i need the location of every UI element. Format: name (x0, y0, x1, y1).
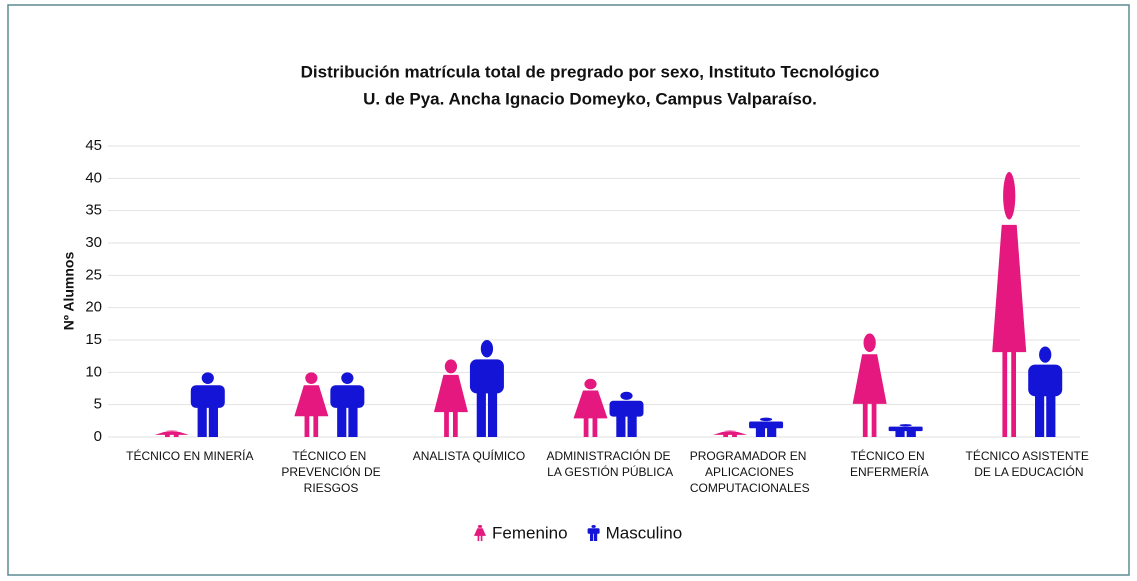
y-tick-label: 0 (94, 428, 102, 445)
icon-leg (478, 535, 480, 541)
chart: Distribución matrícula total de pregrado… (0, 0, 1137, 581)
icon-head (620, 392, 632, 400)
icon-head (166, 431, 178, 432)
icon-body (1028, 365, 1062, 397)
y-tick-label: 20 (85, 299, 102, 316)
y-tick-label: 45 (85, 137, 102, 154)
icon-leg (444, 406, 449, 437)
icon-head (1039, 346, 1051, 362)
icon-leg (756, 426, 765, 437)
icon-leg (453, 406, 458, 437)
chart-title: Distribución matrícula total de pregrado… (301, 62, 880, 81)
icon-head (481, 340, 493, 357)
label-line: COMPUTACIONALES (687, 481, 810, 495)
label-line: ADMINISTRACIÓN DE (546, 448, 670, 463)
icon-head (445, 359, 457, 373)
x-tick-label: TÉCNICO EN MINERÍA (126, 448, 253, 463)
legend-label: Masculino (606, 523, 683, 542)
icon-body (889, 427, 923, 432)
icon-leg (348, 401, 357, 437)
icon-head (591, 525, 595, 528)
icon-leg (732, 434, 737, 437)
icon-leg (593, 414, 598, 437)
icon-leg (628, 412, 637, 437)
icon-head (584, 379, 596, 389)
icon-leg (1046, 387, 1055, 437)
icon-leg (872, 396, 877, 437)
icon-head (724, 431, 736, 432)
icon-leg (1035, 387, 1044, 437)
icon-head (478, 525, 482, 528)
icon-leg (1002, 331, 1007, 437)
y-tick-label: 35 (85, 202, 102, 219)
icon-body (330, 385, 364, 408)
icon-leg (477, 384, 486, 437)
chart-title: U. de Pya. Ancha Ignacio Domeyko, Campus… (363, 89, 817, 108)
icon-head (900, 424, 912, 426)
icon-leg (590, 532, 593, 541)
legend-label: Femenino (492, 523, 568, 542)
y-axis-title: Nº Alumnos (61, 252, 77, 331)
icon-leg (723, 434, 728, 437)
x-tick-label: ANALISTA QUÍMICO (413, 448, 525, 463)
icon-leg (594, 532, 597, 541)
icon-leg (863, 396, 868, 437)
x-tick-label: PROGRAMADOR EN APLICACIONES COMPUTACIONA… (687, 449, 810, 495)
icon-leg (165, 434, 170, 437)
label-line: TÉCNICO EN MINERÍA (126, 448, 253, 463)
icon-body (749, 421, 783, 428)
y-tick-label: 15 (85, 331, 102, 348)
icon-body (191, 385, 225, 408)
icon-head (202, 372, 214, 384)
icon-head (305, 372, 317, 384)
icon-leg (481, 535, 483, 541)
icon-leg (337, 401, 346, 437)
icon-body (610, 401, 644, 417)
label-line: PROGRAMADOR EN (690, 449, 807, 463)
icon-leg (767, 426, 776, 437)
icon-leg (305, 411, 310, 437)
y-tick-label: 10 (85, 363, 102, 380)
y-tick-label: 25 (85, 266, 102, 283)
label-line: APLICACIONES (702, 465, 793, 479)
y-tick-label: 40 (85, 169, 102, 186)
icon-body (588, 528, 600, 534)
icon-leg (584, 414, 589, 437)
icon-head (864, 334, 876, 353)
label-line: ANALISTA QUÍMICO (413, 448, 525, 463)
icon-head (760, 418, 772, 421)
icon-leg (488, 384, 497, 437)
icon-leg (174, 434, 179, 437)
icon-leg (313, 411, 318, 437)
label-line: PREVENCIÓN DE (278, 464, 381, 479)
icon-leg (1011, 331, 1016, 437)
label-line: TÉCNICO EN (851, 448, 925, 463)
label-line: TÉCNICO ASISTENTE (966, 448, 1089, 463)
y-tick-label: 5 (94, 396, 102, 413)
label-line: ENFERMERÍA (847, 464, 929, 479)
icon-body (470, 359, 504, 393)
icon-head (341, 372, 353, 384)
icon-leg (616, 412, 625, 437)
icon-leg (895, 430, 904, 437)
y-tick-label: 30 (85, 234, 102, 251)
label-line: TÉCNICO EN (292, 448, 366, 463)
icon-leg (209, 401, 218, 437)
label-line: RIESGOS (300, 481, 358, 495)
label-line: LA GESTIÓN PÚBLICA (544, 464, 673, 479)
label-line: DE LA EDUCACIÓN (971, 464, 1084, 479)
icon-leg (198, 401, 207, 437)
icon-head (1003, 172, 1015, 220)
icon-leg (907, 430, 916, 437)
